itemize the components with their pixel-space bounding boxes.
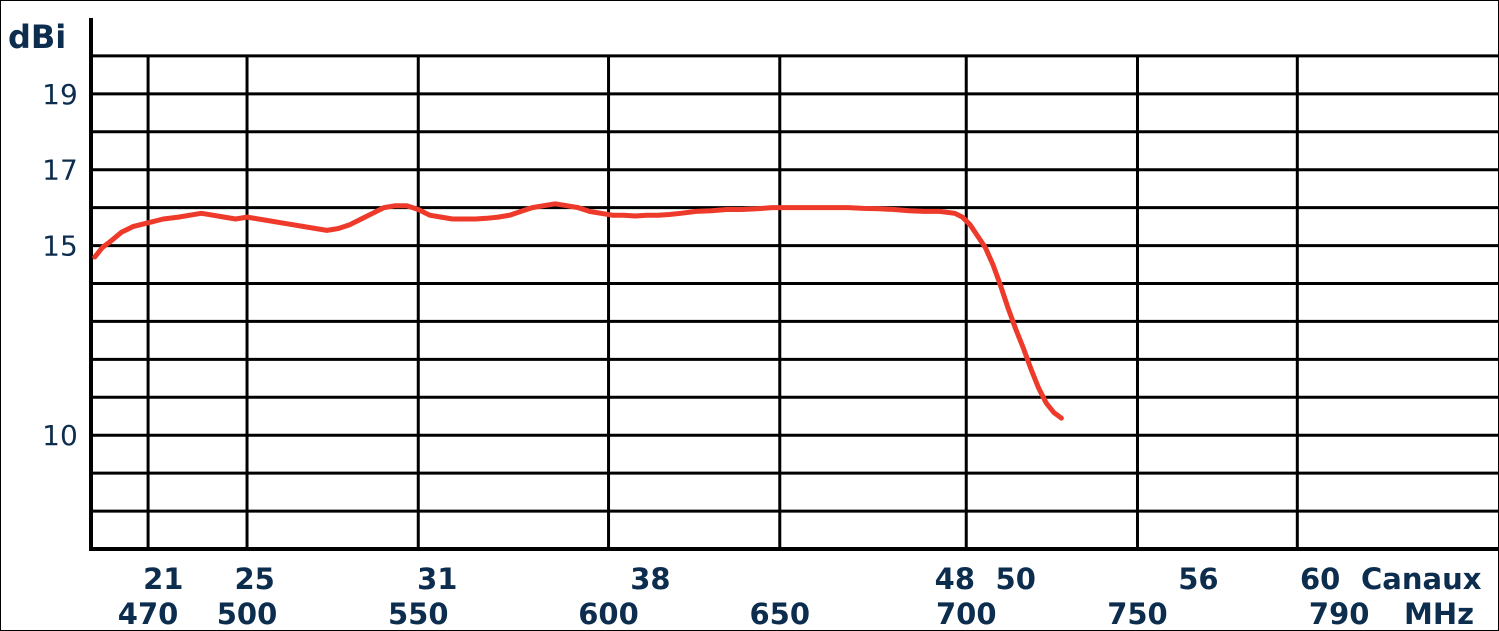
y-tick-label: 17 (42, 154, 78, 187)
channel-tick-label: 38 (630, 562, 670, 596)
mhz-axis-label: MHz (1404, 597, 1474, 631)
mhz-tick-label: 790 (1309, 597, 1370, 631)
mhz-tick-label: 470 (118, 597, 179, 631)
series-layer (92, 201, 1064, 421)
y-axis-label: dBi (8, 18, 66, 56)
grid-lines (91, 54, 1499, 549)
mhz-tick-label: 500 (217, 597, 278, 631)
y-tick-label: 15 (42, 230, 78, 263)
y-tick-label: 10 (42, 419, 78, 452)
channel-tick-label: 31 (417, 562, 457, 596)
channel-axis-label: Canaux (1361, 562, 1482, 596)
mhz-tick-label: 600 (578, 597, 639, 631)
channel-tick-label: 50 (996, 562, 1036, 596)
mhz-tick-label: 750 (1107, 597, 1168, 631)
channel-tick-label: 56 (1178, 562, 1218, 596)
mhz-tick-label: 550 (388, 597, 449, 631)
gain-series-line (92, 201, 1064, 421)
channel-tick-label: 25 (234, 562, 274, 596)
axes (89, 18, 1499, 551)
tick-labels: 19 17 15 10 21 25 31 38 48 50 56 60 470 500 550 600 650 7… (42, 78, 1369, 631)
channel-tick-label: 21 (143, 562, 183, 596)
mhz-tick-label: 650 (750, 597, 811, 631)
mhz-tick-label: 700 (936, 597, 997, 631)
y-tick-label: 19 (42, 78, 78, 111)
channel-tick-label: 60 (1300, 562, 1340, 596)
channel-tick-label: 48 (935, 562, 975, 596)
